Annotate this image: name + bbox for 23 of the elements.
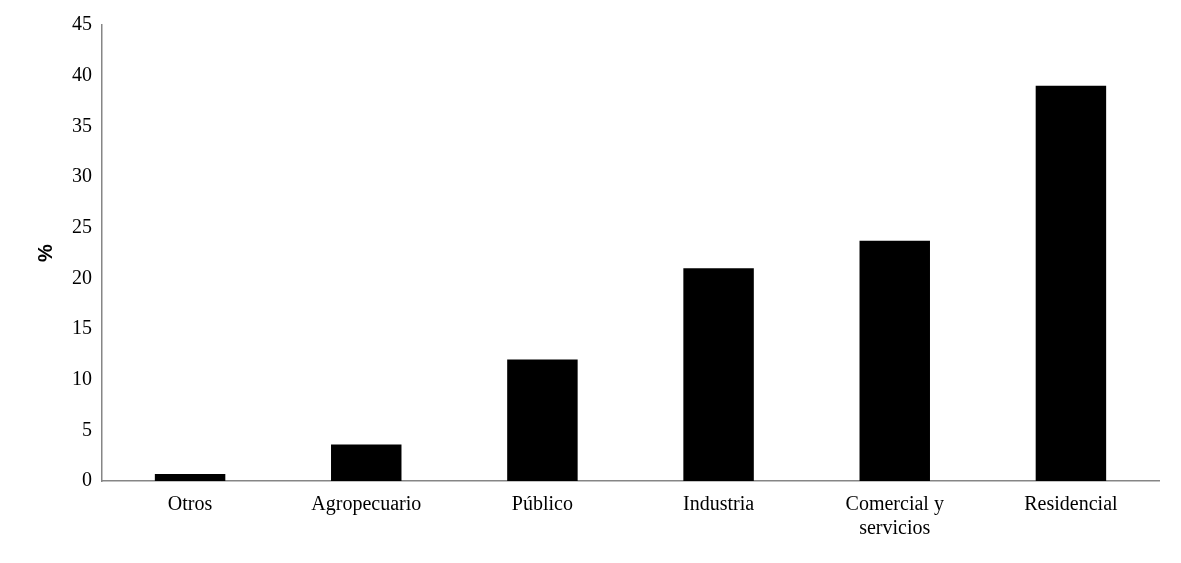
y-tick-label: 45 <box>72 12 92 35</box>
y-tick-label: 5 <box>82 417 92 440</box>
y-tick-label: 10 <box>72 366 92 389</box>
bar <box>859 240 930 481</box>
x-tick-label: Comercial y servicios <box>845 492 944 539</box>
bar <box>507 359 578 481</box>
y-tick-label: 30 <box>72 164 92 187</box>
x-tick-label: Agropecuario <box>311 492 422 516</box>
x-tick-label: Industria <box>683 492 755 515</box>
y-tick-label: 25 <box>72 214 92 237</box>
y-tick-label: 40 <box>72 62 92 85</box>
y-tick-label: 20 <box>72 265 92 288</box>
x-tick-label: Residencial <box>1024 492 1118 515</box>
bar <box>1035 85 1107 481</box>
y-tick-label: 35 <box>72 113 92 136</box>
y-tick-label: 0 <box>82 468 92 491</box>
x-tick-label: Público <box>511 492 573 515</box>
bar <box>154 473 226 481</box>
bar <box>683 268 754 481</box>
x-tick-label: Otros <box>167 492 213 515</box>
y-tick-label: 15 <box>72 316 92 339</box>
y-axis-title: % <box>33 243 56 262</box>
bar <box>331 444 402 481</box>
